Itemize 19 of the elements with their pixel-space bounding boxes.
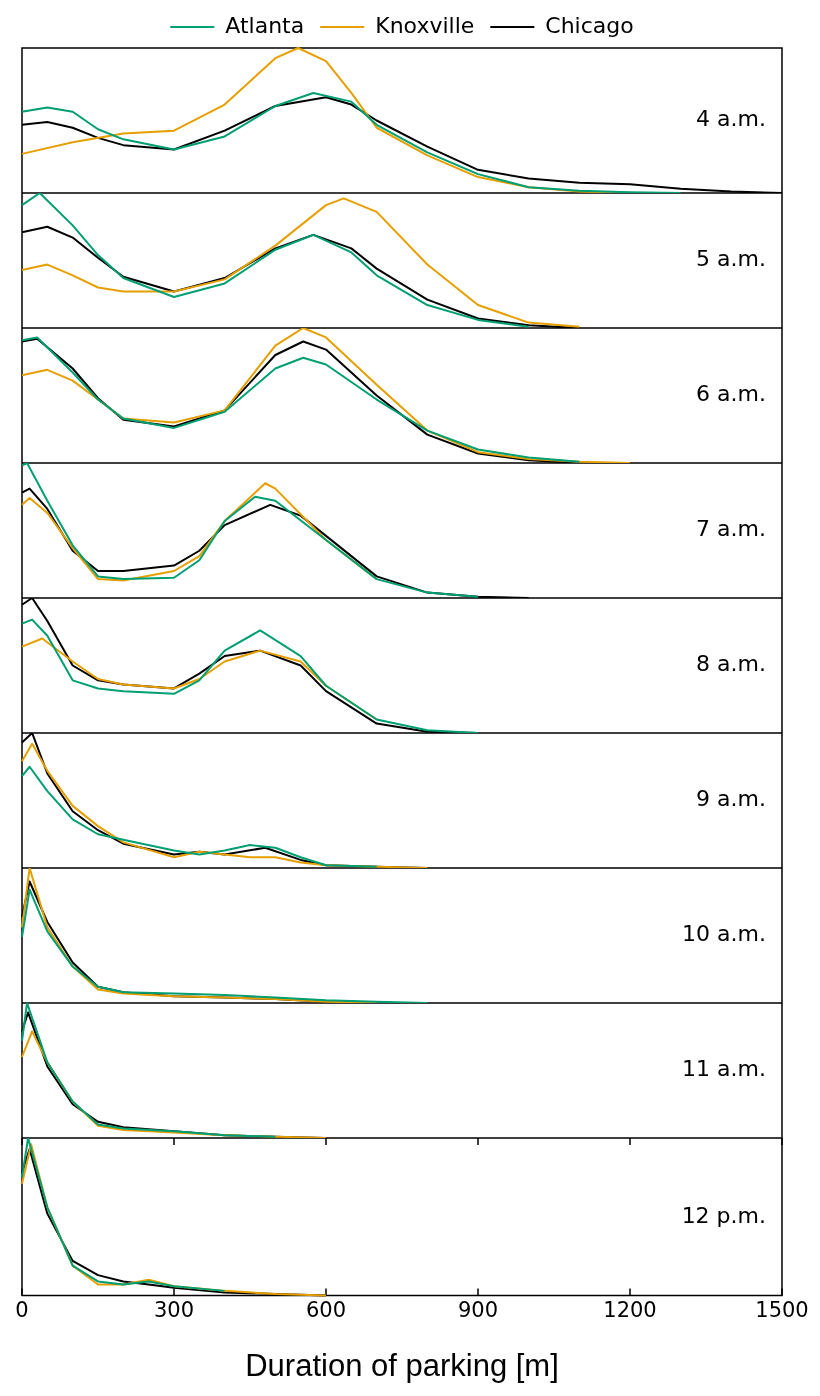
legend-label: Knoxville	[375, 12, 475, 38]
annotation: 9 a.m.	[696, 786, 766, 812]
annotation: 4 a.m.	[696, 106, 766, 132]
x-tick-label: 300	[153, 1297, 195, 1322]
x-tick-label: 0	[15, 1297, 29, 1322]
annotation: 5 a.m.	[696, 246, 766, 272]
annotation: 11 a.m.	[682, 1056, 766, 1082]
x-tick-label: 1200	[603, 1297, 657, 1322]
annotation: 8 a.m.	[696, 651, 766, 677]
x-tick-label: 900	[457, 1297, 499, 1322]
annotation: 10 a.m.	[682, 921, 766, 947]
x-tick-label: 600	[305, 1297, 347, 1322]
legend-label: Chicago	[545, 12, 634, 38]
annotation: 12 p.m.	[681, 1202, 766, 1228]
annotation: 6 a.m.	[696, 381, 766, 407]
x-axis-title: Duration of parking [m]	[245, 1347, 559, 1383]
legend-label: Atlanta	[225, 12, 305, 38]
x-tick-label: 1500	[755, 1297, 809, 1322]
annotation: 7 a.m.	[696, 516, 766, 542]
